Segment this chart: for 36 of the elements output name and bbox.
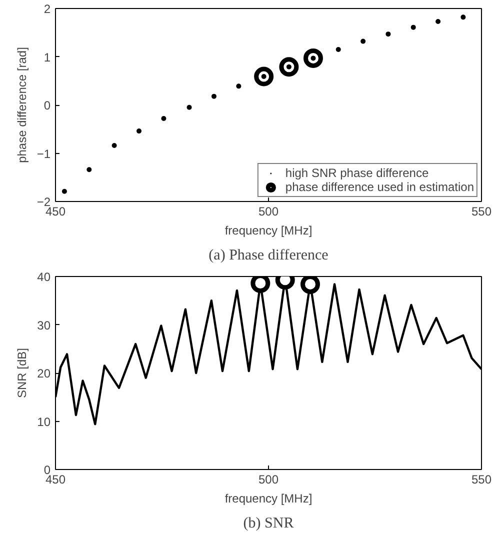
x-tick-label: 550 [471, 472, 492, 486]
point [436, 19, 441, 24]
text: high SNR phase difference [285, 166, 429, 180]
legend-label: phase difference used in estimation [285, 180, 474, 194]
y-axis-title: SNR [dB] [15, 348, 30, 398]
text: (b) SNR [243, 516, 294, 532]
x-tick-label: 450 [45, 472, 66, 486]
y-tick-label: 20 [37, 366, 51, 380]
y-tick-label: 30 [37, 318, 51, 332]
point [211, 94, 216, 99]
point [386, 32, 391, 37]
y-tick-label: 0 [44, 98, 51, 112]
x-axis-title: frequency [MHz] [224, 224, 312, 238]
point [410, 24, 416, 30]
point [186, 104, 192, 110]
point [86, 167, 92, 172]
point [136, 128, 142, 134]
x-tick-label: 550 [471, 204, 492, 218]
x-tick-label: 450 [45, 204, 66, 218]
point [161, 116, 166, 122]
y-tick-label: −1 [36, 146, 51, 161]
y-tick-label: 2 [44, 2, 51, 16]
y-tick-label: 1 [44, 50, 51, 64]
point [236, 84, 242, 89]
point [360, 38, 366, 44]
point [460, 14, 466, 20]
y-tick-label: 10 [37, 414, 51, 429]
y-tick-label: 40 [37, 270, 51, 284]
x-tick-label: 500 [258, 472, 279, 486]
y-axis-title: phase difference [rad] [14, 47, 29, 163]
x-tick-label: 500 [258, 204, 279, 218]
x-axis-title: frequency [MHz] [224, 492, 312, 506]
point [62, 188, 67, 194]
point [336, 47, 341, 52]
text: (a) Phase difference [208, 248, 329, 264]
point [112, 143, 117, 148]
